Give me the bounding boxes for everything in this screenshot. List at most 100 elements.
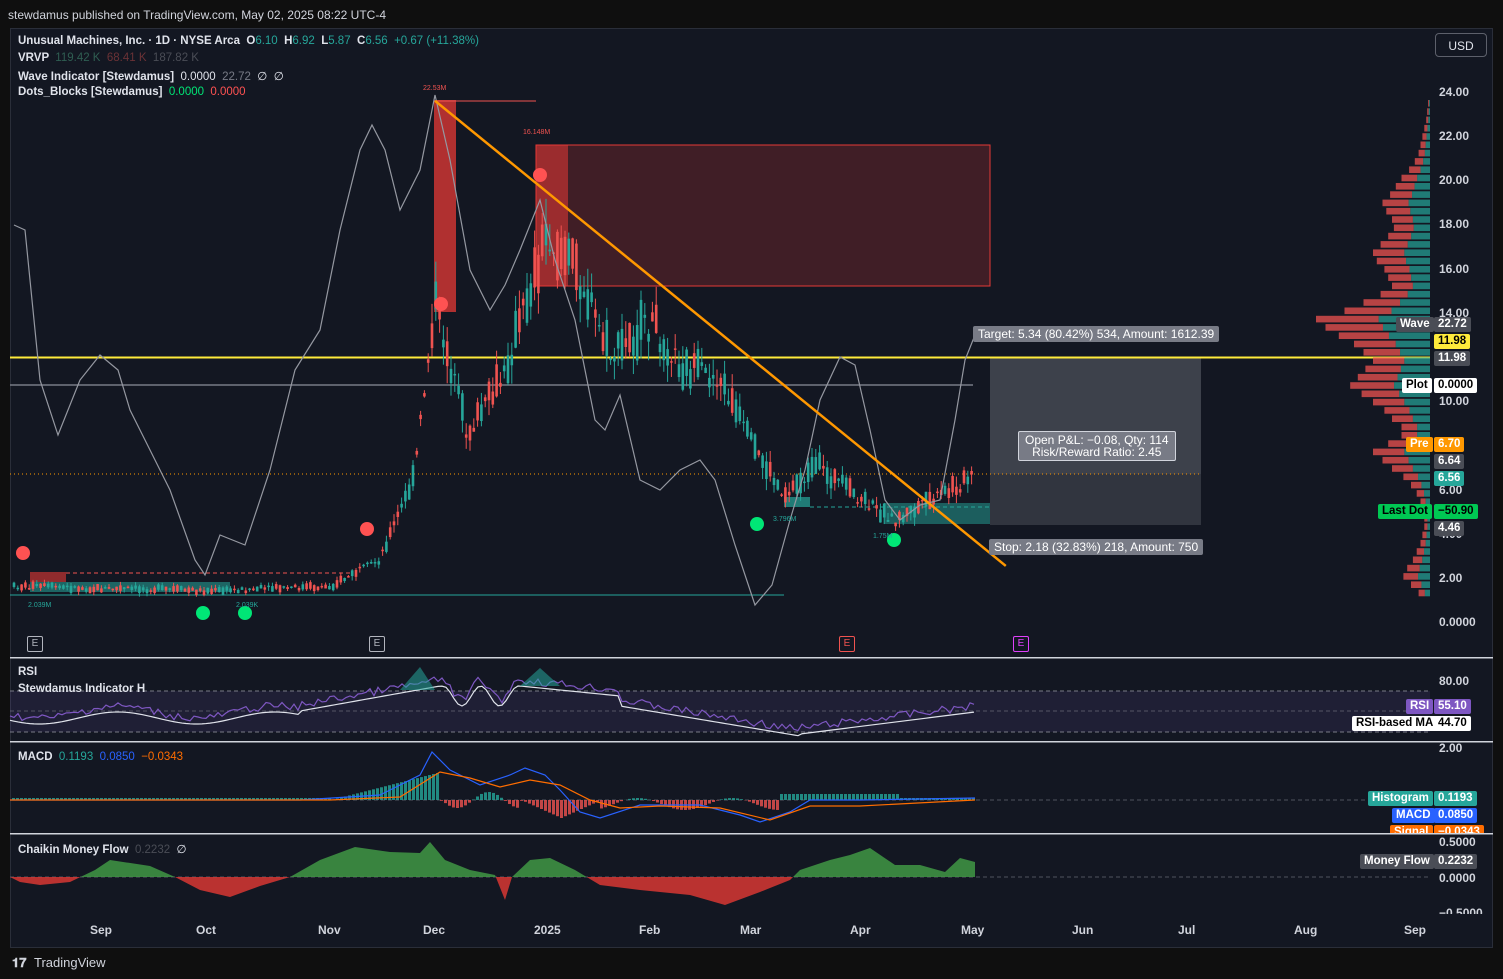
macd-histogram-bar <box>860 794 863 800</box>
vrvp-legend[interactable]: VRVP 119.42 K 68.41 K 187.82 K <box>18 52 199 64</box>
signal-line <box>10 771 976 821</box>
macd-histogram-bar <box>156 798 159 800</box>
wave-legend[interactable]: Wave Indicator [Stewdamus] 0.0000 22.72 … <box>18 69 284 83</box>
macd-histogram-bar <box>896 794 899 800</box>
price-axis-tick: 14.00 <box>1439 306 1470 320</box>
macd-histogram-bar <box>844 794 847 800</box>
vp-bar-down <box>1388 440 1412 447</box>
macd-histogram-bar <box>192 798 195 800</box>
vp-bar-up <box>1388 332 1430 339</box>
cmf-name: Chaikin Money Flow <box>18 844 129 856</box>
macd-histogram-bar <box>12 798 15 800</box>
candle-body <box>890 513 894 517</box>
candle-body <box>65 585 69 588</box>
candle-body <box>324 584 327 589</box>
vp-bar-up <box>1426 133 1430 140</box>
rsi-legend[interactable]: RSI <box>18 666 37 678</box>
candle-body <box>780 494 783 496</box>
candle-body <box>575 243 578 291</box>
demand-zone-red <box>30 572 66 582</box>
stop-label[interactable]: Stop: 2.18 (32.83%) 218, Amount: 750 <box>989 539 1204 555</box>
macd-line <box>10 750 976 823</box>
macd-histogram-bar <box>444 800 447 804</box>
macd-histogram-bar <box>480 793 483 800</box>
vp-bar-up <box>1425 141 1430 149</box>
vp-bar-down <box>1392 216 1413 223</box>
time-axis-tick: Mar <box>740 923 762 937</box>
rsi-sub-legend[interactable]: Stewdamus Indicator H <box>18 683 145 695</box>
vp-bar-up <box>1417 432 1430 439</box>
open-pnl-box[interactable]: Open P&L: −0.08, Qty: 114 Risk/Reward Ra… <box>1018 431 1176 461</box>
vp-bar-down <box>1416 548 1425 555</box>
candle-body <box>297 588 301 591</box>
earnings-badge-1[interactable]: E <box>27 636 43 652</box>
candle-body <box>480 404 483 422</box>
vp-bar-up <box>1404 398 1430 406</box>
macd-histogram-bar <box>80 798 83 800</box>
macd-histogram-bar <box>48 798 51 800</box>
macd-axis-2: 2.00 <box>1439 741 1463 755</box>
macd-histogram-bar <box>196 798 199 800</box>
wave-label: Wave <box>1396 317 1434 332</box>
target-label[interactable]: Target: 5.34 (80.42%) 534, Amount: 1612.… <box>973 326 1220 342</box>
macd-histogram-bar <box>872 794 875 800</box>
volume-annotation: 2.039M <box>28 602 52 609</box>
candle-body <box>278 585 282 593</box>
candle-body <box>111 588 115 591</box>
candle-body <box>544 223 548 246</box>
macd-histogram-bar <box>448 800 451 806</box>
dots-legend[interactable]: Dots_Blocks [Stewdamus] 0.0000 0.0000 <box>18 86 246 98</box>
macd-histogram-bar <box>540 800 543 809</box>
candle-body <box>62 585 65 589</box>
candle-body <box>928 491 932 510</box>
macd-histogram-bar <box>620 800 623 802</box>
candle-body <box>597 325 601 327</box>
earnings-badge-4[interactable]: E <box>1013 636 1029 652</box>
cmf-legend[interactable]: Chaikin Money Flow 0.2232 ∅ <box>18 842 187 856</box>
candle-body <box>917 500 920 514</box>
earnings-badge-3[interactable]: E <box>839 636 855 652</box>
macd-histogram-bar <box>76 798 79 800</box>
candle-body <box>43 583 46 586</box>
macd-histogram-bar <box>160 798 163 800</box>
candle-body <box>149 590 153 592</box>
macd-histogram-bar <box>256 798 259 800</box>
candle-body <box>666 349 669 366</box>
candle-body <box>354 569 358 577</box>
candle-body <box>886 520 890 522</box>
last-dot-label: Last Dot <box>1378 504 1432 519</box>
vp-bar-down <box>1392 282 1413 290</box>
vp-bar-up <box>1426 531 1430 539</box>
pane-separator <box>10 833 1493 835</box>
cmf-negative-area <box>10 877 975 905</box>
price-axis-tick: 10.00 <box>1439 394 1470 408</box>
chart-container[interactable] <box>10 28 1493 948</box>
currency-button[interactable]: USD <box>1435 33 1487 57</box>
price-axis-tick: 24.00 <box>1439 85 1470 99</box>
macd-histogram-bar <box>884 794 887 800</box>
macd-histogram-bar <box>636 798 639 800</box>
earnings-badge-2[interactable]: E <box>369 636 385 652</box>
macd-legend[interactable]: MACD 0.1193 0.0850 −0.0343 <box>18 751 183 763</box>
candle-body <box>434 281 438 310</box>
macd-histogram-bar <box>284 798 287 800</box>
candle-body <box>852 488 856 498</box>
candle-body <box>217 587 221 593</box>
macd-histogram-bar <box>968 798 971 800</box>
rsi-value-label: 55.10 <box>1434 699 1471 714</box>
candle-body <box>833 469 837 484</box>
candle-body <box>58 585 61 589</box>
volume-annotation: 3.796M <box>773 516 797 523</box>
vp-bar-up <box>1412 415 1430 422</box>
macd-histogram-bar <box>128 798 131 800</box>
candle-body <box>12 582 16 587</box>
candle-body <box>453 373 457 376</box>
candle-body <box>411 465 415 487</box>
candle-body <box>962 470 966 484</box>
candle-body <box>681 363 685 390</box>
vp-bar-down <box>1373 357 1405 364</box>
yellow-level-label: 11.98 <box>1434 334 1471 349</box>
time-axis-tick: Oct <box>196 923 217 937</box>
candle-body <box>461 393 464 421</box>
